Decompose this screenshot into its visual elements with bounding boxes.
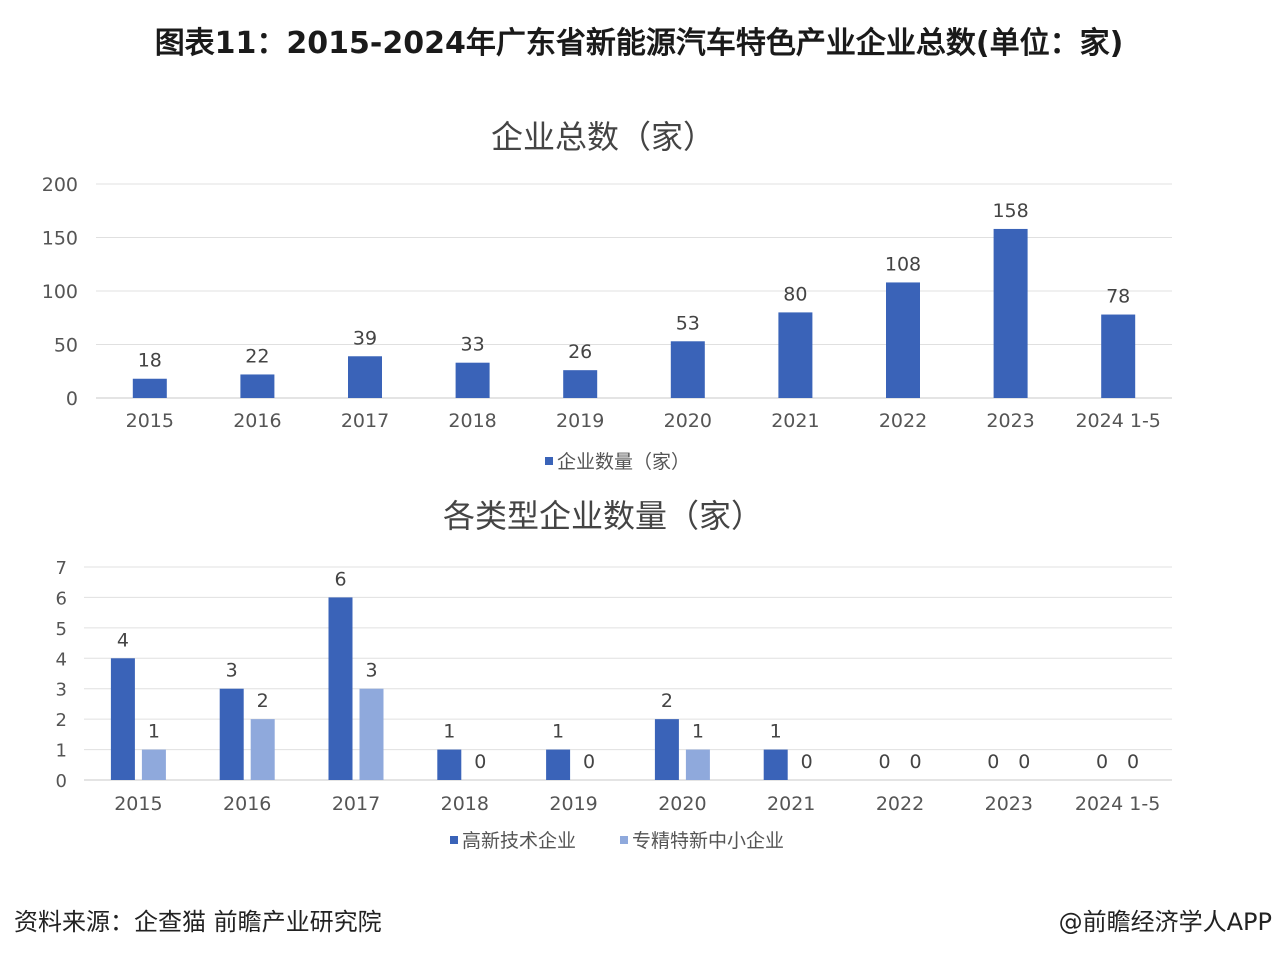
x-tick-label: 2022 [876, 793, 924, 815]
data-label: 78 [1106, 286, 1130, 308]
data-label: 6 [334, 568, 346, 590]
legend-swatch [450, 836, 458, 844]
data-label: 1 [443, 721, 455, 743]
data-label: 2 [661, 690, 673, 712]
bar [1101, 314, 1136, 398]
x-tick-label: 2016 [223, 793, 271, 815]
legend-label: 企业数量（家） [557, 451, 690, 473]
bar [654, 719, 679, 780]
data-label: 80 [783, 283, 807, 305]
x-tick-label: 2015 [114, 793, 162, 815]
data-label: 0 [987, 751, 999, 773]
y-tick-label: 100 [42, 281, 78, 303]
bar [348, 356, 382, 398]
bar [219, 688, 244, 780]
bar [886, 282, 920, 398]
data-label: 0 [909, 751, 921, 773]
y-tick-label: 6 [56, 588, 67, 609]
bar [455, 362, 490, 398]
data-label: 1 [692, 721, 704, 743]
data-label: 0 [474, 751, 486, 773]
data-label: 3 [365, 660, 377, 682]
data-label: 0 [1018, 751, 1030, 773]
x-tick-label: 2017 [341, 410, 389, 432]
bar [141, 749, 166, 780]
bar [763, 749, 788, 780]
y-tick-label: 0 [66, 388, 78, 410]
data-label: 0 [1127, 751, 1139, 773]
x-tick-label: 2024 1-5 [1075, 410, 1160, 432]
y-tick-label: 3 [56, 680, 67, 701]
data-label: 108 [885, 253, 921, 275]
credit-note: @前瞻经济学人APP [1058, 908, 1272, 936]
bar [685, 749, 710, 780]
bar [240, 374, 275, 398]
data-label: 0 [1096, 751, 1108, 773]
x-tick-label: 2017 [332, 793, 380, 815]
y-tick-label: 5 [56, 619, 67, 640]
bar [670, 341, 705, 398]
data-label: 1 [552, 721, 564, 743]
x-tick-label: 2021 [767, 793, 815, 815]
x-tick-label: 2019 [549, 793, 597, 815]
legend-label: 高新技术企业 [462, 830, 576, 852]
bar [250, 719, 275, 780]
source-note: 资料来源：企查猫 前瞻产业研究院 [14, 908, 382, 936]
y-tick-label: 0 [56, 771, 67, 792]
data-label: 0 [583, 751, 595, 773]
y-tick-label: 1 [56, 741, 67, 762]
data-label: 53 [676, 312, 700, 334]
data-label: 3 [226, 660, 238, 682]
y-tick-label: 7 [56, 558, 67, 579]
data-label: 0 [878, 751, 890, 773]
data-label: 22 [245, 345, 269, 367]
bar [328, 597, 353, 780]
y-tick-label: 150 [42, 228, 78, 250]
x-tick-label: 2020 [658, 793, 706, 815]
x-tick-label: 2023 [985, 793, 1033, 815]
y-tick-label: 200 [42, 174, 78, 196]
bar [993, 228, 1028, 398]
data-label: 39 [353, 327, 377, 349]
data-label: 1 [770, 721, 782, 743]
data-label: 1 [148, 721, 160, 743]
bar [563, 370, 598, 398]
chart-title: 企业总数（家） [491, 118, 715, 156]
data-label: 4 [117, 629, 129, 651]
enterprise-types-chart: 各类型企业数量（家）012345672015412016322017632018… [56, 497, 1172, 852]
x-tick-label: 2018 [441, 793, 489, 815]
x-tick-label: 2015 [126, 410, 174, 432]
data-label: 33 [461, 334, 485, 356]
x-tick-label: 2018 [448, 410, 496, 432]
data-label: 18 [138, 350, 162, 372]
y-tick-label: 2 [56, 710, 67, 731]
data-label: 26 [568, 341, 592, 363]
data-label: 158 [992, 200, 1028, 222]
y-tick-label: 50 [54, 335, 78, 357]
x-tick-label: 2024 1-5 [1075, 793, 1160, 815]
x-tick-label: 2019 [556, 410, 604, 432]
legend-swatch [620, 836, 628, 844]
x-tick-label: 2023 [986, 410, 1034, 432]
x-tick-label: 2021 [771, 410, 819, 432]
bar [359, 688, 384, 780]
legend-label: 专精特新中小企业 [632, 830, 784, 852]
main-title: 图表11：2015-2024年广东省新能源汽车特色产业企业总数(单位：家) [154, 26, 1124, 61]
chart-title: 各类型企业数量（家） [443, 497, 763, 535]
bar [132, 378, 167, 398]
data-label: 0 [801, 751, 813, 773]
x-tick-label: 2022 [879, 410, 927, 432]
data-label: 2 [257, 690, 269, 712]
x-tick-label: 2016 [233, 410, 281, 432]
x-tick-label: 2020 [664, 410, 712, 432]
bar [546, 749, 571, 780]
legend-swatch [545, 457, 553, 465]
total-enterprises-chart: 企业总数（家） 0 50 100 150 200 2015 18 2016 22 2017 39 201… [42, 118, 1172, 473]
y-tick-label: 4 [56, 649, 67, 670]
bar [437, 749, 462, 780]
bar [110, 658, 135, 780]
bar [778, 312, 813, 398]
